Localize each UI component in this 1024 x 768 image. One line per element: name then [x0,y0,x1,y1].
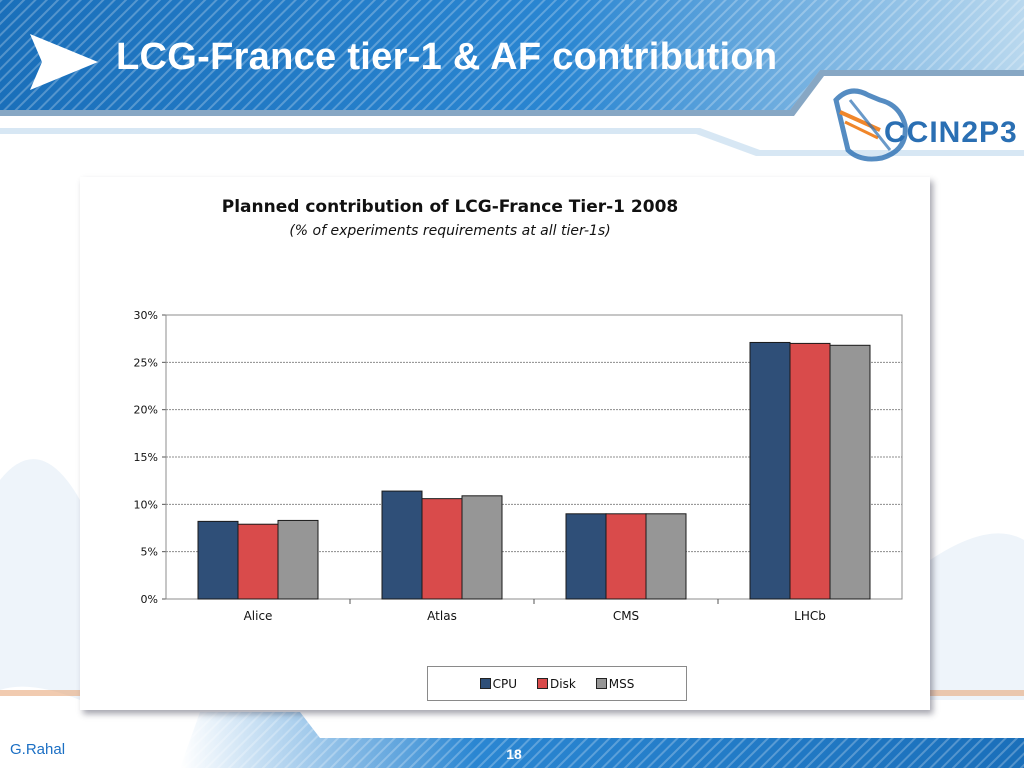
x-tick-label: Atlas [427,609,457,623]
legend-item-cpu: CPU [479,676,518,691]
y-tick-label: 25% [134,356,158,369]
play-arrow-icon [30,34,98,90]
bg-swoosh-right [930,533,1024,700]
bar-cpu-lhcb [749,341,791,600]
legend-item-mss: MSS [595,676,635,691]
bar-disk-lhcb [789,342,831,600]
y-tick-label: 15% [134,451,158,464]
bar-cpu-alice [197,520,239,600]
x-tick-label: Alice [244,609,273,623]
chart-title: Planned contribution of LCG-France Tier-… [221,197,679,217]
bar-cpu-cms [565,513,607,600]
bg-swoosh-left [0,459,80,700]
svg-text:CCIN2P3: CCIN2P3 [884,116,1018,149]
bar-chart: 0% 5% 10% 15% 20% 25% 30% Alice Atlas CMS LHCb [134,309,903,623]
bar-disk-atlas [421,498,463,600]
chart-subtitle: (% of experiments requirements at all ti… [289,223,611,239]
footer-author: G.Rahal [10,741,66,758]
legend-item-disk: Disk [537,677,576,691]
bar-mss-alice [277,519,319,600]
header-stripes [0,0,1024,110]
legend-label-disk: Disk [550,676,576,691]
x-tick-label: LHCb [794,609,826,623]
bar-mss-cms [645,513,687,600]
bar-cpu-atlas [381,490,423,600]
chart-panel: Planned contribution of LCG-France Tier-… [80,177,930,710]
bar-mss-lhcb [829,344,871,600]
y-tick-label: 20% [134,404,158,417]
bar-disk-alice [237,523,279,600]
legend-swatch-mss [595,678,607,689]
page-number: 18 [506,746,522,762]
legend-label-cpu: CPU [492,676,518,691]
y-tick-label: 10% [134,498,158,511]
header-accent-line [0,128,1024,156]
legend-swatch-cpu [479,678,491,689]
legend-swatch-disk [537,678,549,689]
ccin2p3-logo: CCIN2P3 [833,88,1018,162]
legend-label-mss: MSS [608,676,635,691]
bar-mss-atlas [461,495,503,600]
slide-title: LCG-France tier-1 & AF contribution [116,36,778,78]
header-shadow [0,70,1024,116]
y-tick-label: 5% [141,546,158,559]
y-tick-label: 30% [134,309,158,322]
bar-disk-cms [605,513,647,600]
chart-legend: CPU Disk MSS [427,666,687,701]
y-tick-label: 0% [141,593,158,606]
footer-stripes [180,712,1024,768]
x-tick-label: CMS [613,609,639,623]
